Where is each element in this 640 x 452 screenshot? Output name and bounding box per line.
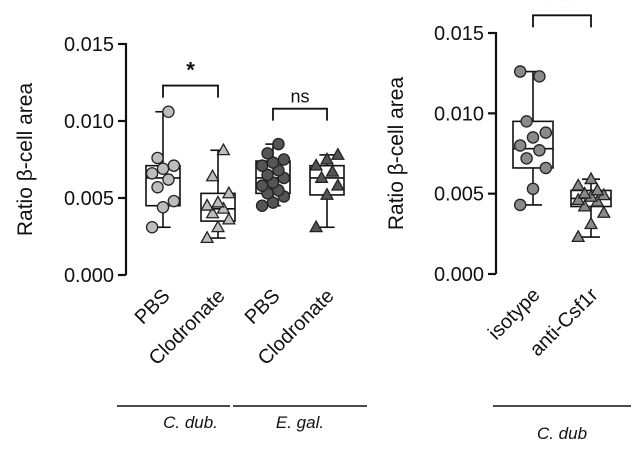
data-point — [162, 105, 175, 119]
significance-bracket — [272, 107, 328, 121]
data-point — [151, 151, 164, 165]
y-axis-title: Ratio β-cell area — [385, 77, 408, 231]
y-tick-label: 0.000 — [64, 265, 114, 287]
data-point — [526, 182, 540, 196]
data-point — [167, 194, 181, 208]
data-point — [211, 195, 225, 208]
data-point — [577, 198, 592, 212]
data-point — [151, 180, 164, 194]
data-point — [266, 196, 280, 209]
y-axis-title: Ratio β-cell area — [14, 83, 37, 237]
data-point — [571, 178, 586, 191]
data-point — [513, 198, 527, 212]
data-point — [330, 147, 345, 160]
data-point — [261, 168, 274, 182]
category-label: PBS — [241, 285, 285, 329]
box-series — [145, 105, 181, 234]
data-point — [513, 65, 527, 78]
y-tick-label: 0.005 — [434, 184, 484, 206]
data-point — [200, 198, 215, 211]
y-tick-label: 0.010 — [64, 111, 114, 133]
data-point — [513, 139, 527, 152]
data-point — [309, 219, 324, 233]
data-point — [211, 219, 225, 233]
category-label: PBS — [131, 285, 175, 329]
data-point — [145, 167, 159, 180]
y-tick-label: 0.010 — [434, 103, 484, 125]
data-point — [325, 164, 340, 177]
box-series — [200, 142, 236, 244]
data-point — [156, 200, 170, 214]
data-point — [320, 151, 334, 165]
data-point — [255, 179, 269, 192]
y-tick-label: 0.015 — [64, 34, 114, 56]
significance-label: * — [186, 58, 195, 83]
data-point — [584, 171, 598, 185]
significance-label: ns — [290, 87, 309, 107]
data-point — [584, 216, 598, 230]
data-point — [221, 212, 236, 225]
data-point — [216, 142, 231, 156]
data-point — [205, 168, 220, 182]
data-point — [205, 205, 220, 219]
data-point — [261, 147, 274, 160]
data-point — [320, 187, 334, 200]
group-label: C. dub. — [163, 413, 218, 432]
data-point — [577, 186, 592, 199]
data-point — [533, 144, 546, 157]
data-point — [590, 182, 605, 196]
data-point — [526, 131, 540, 144]
data-point — [520, 115, 533, 128]
data-point — [200, 230, 215, 244]
significance-label: *** — [549, 0, 575, 12]
significance-bracket — [532, 14, 592, 28]
box-series — [512, 65, 554, 212]
data-point — [221, 185, 236, 199]
data-point — [156, 162, 170, 175]
data-point — [571, 229, 586, 243]
group-label: E. gal. — [276, 413, 324, 432]
data-point — [520, 152, 533, 165]
data-point — [596, 205, 611, 218]
data-point — [255, 159, 269, 172]
data-point — [216, 201, 231, 214]
data-point — [277, 153, 291, 166]
box-series — [309, 147, 345, 233]
box-series — [255, 137, 291, 212]
data-point — [255, 199, 269, 212]
data-point — [309, 158, 324, 171]
data-point — [539, 161, 553, 175]
left-box-plot: 0.000 0.005 0.010 0.015 Ratio β-cell area PBS… — [14, 34, 367, 432]
data-point — [330, 178, 345, 191]
data-point — [167, 159, 181, 172]
data-point — [314, 170, 329, 183]
data-point — [272, 137, 285, 151]
data-point — [539, 126, 553, 139]
y-tick-label: 0.000 — [434, 264, 484, 286]
data-point — [145, 221, 159, 234]
y-tick-label: 0.005 — [64, 188, 114, 210]
data-point — [533, 70, 546, 83]
y-tick-label: 0.015 — [434, 23, 484, 45]
significance-bracket — [162, 84, 219, 98]
box-series — [570, 171, 612, 243]
group-label: C. dub — [537, 424, 587, 443]
data-point — [162, 173, 175, 186]
data-point — [571, 192, 586, 206]
